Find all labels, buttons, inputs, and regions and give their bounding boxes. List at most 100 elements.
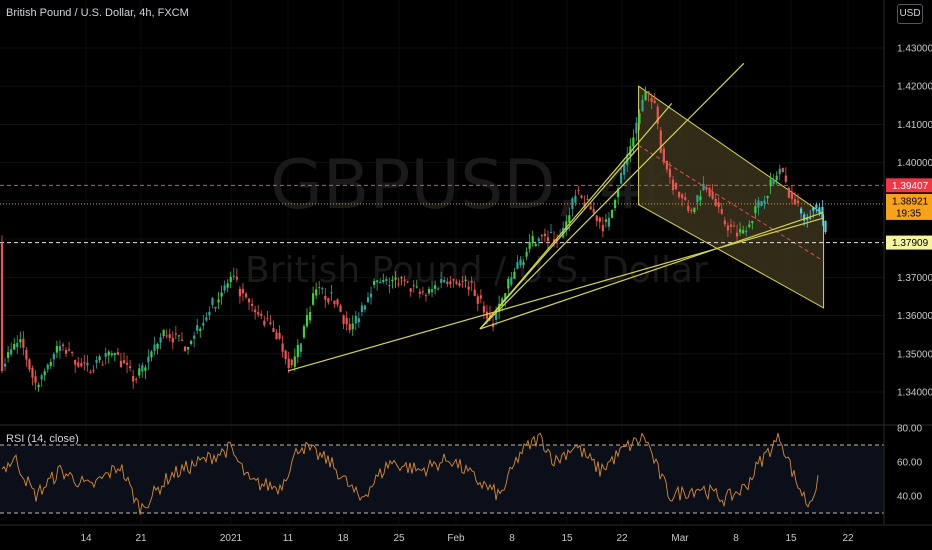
trendline [479,62,745,330]
candle-body [610,209,614,218]
candle-body [58,346,62,351]
candle-body [726,225,729,231]
candle-body [321,288,324,290]
candle-body [373,281,376,285]
candle-body [739,229,742,233]
trendlines[interactable] [287,62,824,372]
descending-channel[interactable] [638,85,825,309]
candle-body [562,227,565,238]
candle-body [348,323,351,331]
candle-body [815,204,818,208]
candle-body [577,189,580,191]
candle-body [211,297,214,305]
candle-body [687,205,690,211]
candle-body [434,285,437,289]
candle-body [101,364,104,366]
candle-body [800,208,803,214]
candle-body [95,359,98,363]
candle-body [409,288,412,292]
candle-body [345,318,348,325]
candle-body [251,303,254,306]
candle-body [678,191,681,197]
candle-body [516,262,519,269]
candle-body [580,195,583,198]
candle-body [760,201,763,206]
tag-support-level-bg [886,235,932,250]
candle-body [199,328,202,332]
candle-body [452,279,455,281]
candle-body [193,335,196,339]
candle-body [818,207,821,213]
candle-body [52,354,55,360]
candle-body [397,283,400,285]
candle-body [507,278,510,289]
candle-body [650,98,653,102]
candle-body [754,206,757,214]
candle-body [699,196,702,201]
candle-body [205,317,208,321]
y-tick-label: 1.36000 [897,311,932,322]
candle-body [430,289,434,293]
candle-body [162,329,165,337]
currency-button[interactable]: USD [897,4,923,24]
rsi-pane [0,424,932,515]
candle-body [61,344,65,347]
candle-body [28,359,31,370]
candle-body [595,215,598,221]
candle-body [586,198,589,200]
candle-body [742,230,745,234]
candle-body [443,280,446,283]
candle-body [214,306,217,309]
candle-body [418,291,421,294]
tag-countdown: 19:35 [896,208,921,219]
candle-body [302,326,306,338]
x-tick-label: 25 [393,533,405,544]
candle-body [296,344,299,358]
candle-body [632,137,635,147]
candle-body [266,317,269,319]
candle-body [141,365,144,372]
candle-body [638,113,641,124]
tag-current-price-bg [886,193,932,220]
candle-body [458,283,461,286]
x-tick-label: 8 [509,533,515,544]
y-tick-label: 1.42000 [897,82,932,93]
trendline [287,217,824,372]
candle-body [531,236,534,244]
candle-body [43,371,46,376]
candle-body [485,311,489,319]
candle-body [781,167,784,173]
candle-body [803,214,806,221]
candle-body [98,356,101,361]
candle-body [711,192,714,199]
candle-body [7,352,10,358]
candle-body [644,91,647,101]
candle-body [138,368,141,376]
candle-body [510,277,513,285]
candle-body [723,220,726,225]
candle-body [824,220,827,232]
candle-body [177,335,180,337]
candle-body [455,281,458,284]
candle-body [592,209,595,213]
candle-body [186,347,190,350]
candle-body [71,351,74,354]
candle-body [598,217,601,222]
candle-body [382,280,385,282]
candle-body [220,292,223,297]
x-tick-label: 2021 [220,533,243,544]
candle-body [68,349,71,351]
candle-body [254,309,257,313]
candle-body [3,363,7,367]
candle-body [183,346,187,352]
candle-body [260,313,263,316]
candle-body [40,375,43,380]
candle-body [77,362,80,367]
candle-body [339,305,342,312]
y-tick-label: 1.34000 [897,388,932,399]
candle-body [37,384,40,388]
candle-body [110,353,113,356]
candle-body [757,200,760,208]
candle-body [665,160,668,170]
